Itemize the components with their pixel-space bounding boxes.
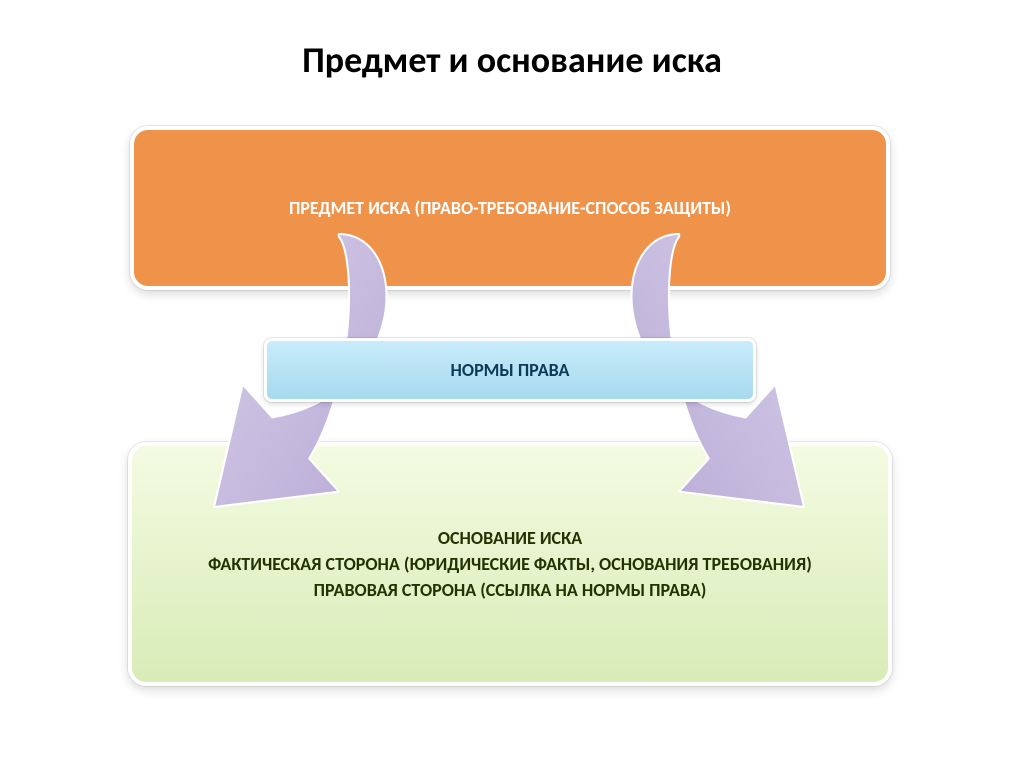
box-basis: ОСНОВАНИЕ ИСКА ФАКТИЧЕСКАЯ СТОРОНА (ЮРИД… — [128, 442, 892, 686]
box-subject-text: ПРЕДМЕТ ИСКА (ПРАВО-ТРЕБОВАНИЕ-СПОСОБ ЗА… — [289, 197, 731, 219]
box-basis-line1: ОСНОВАНИЕ ИСКА — [438, 525, 582, 551]
box-subject: ПРЕДМЕТ ИСКА (ПРАВО-ТРЕБОВАНИЕ-СПОСОБ ЗА… — [130, 126, 890, 290]
box-norms: НОРМЫ ПРАВА — [264, 338, 756, 402]
box-norms-text: НОРМЫ ПРАВА — [451, 359, 570, 381]
page-title: Предмет и основание иска — [0, 38, 1024, 82]
box-basis-line3: ПРАВОВАЯ СТОРОНА (ССЫЛКА НА НОРМЫ ПРАВА) — [314, 577, 707, 603]
box-basis-line2: ФАКТИЧЕСКАЯ СТОРОНА (ЮРИДИЧЕСКИЕ ФАКТЫ, … — [208, 551, 812, 577]
